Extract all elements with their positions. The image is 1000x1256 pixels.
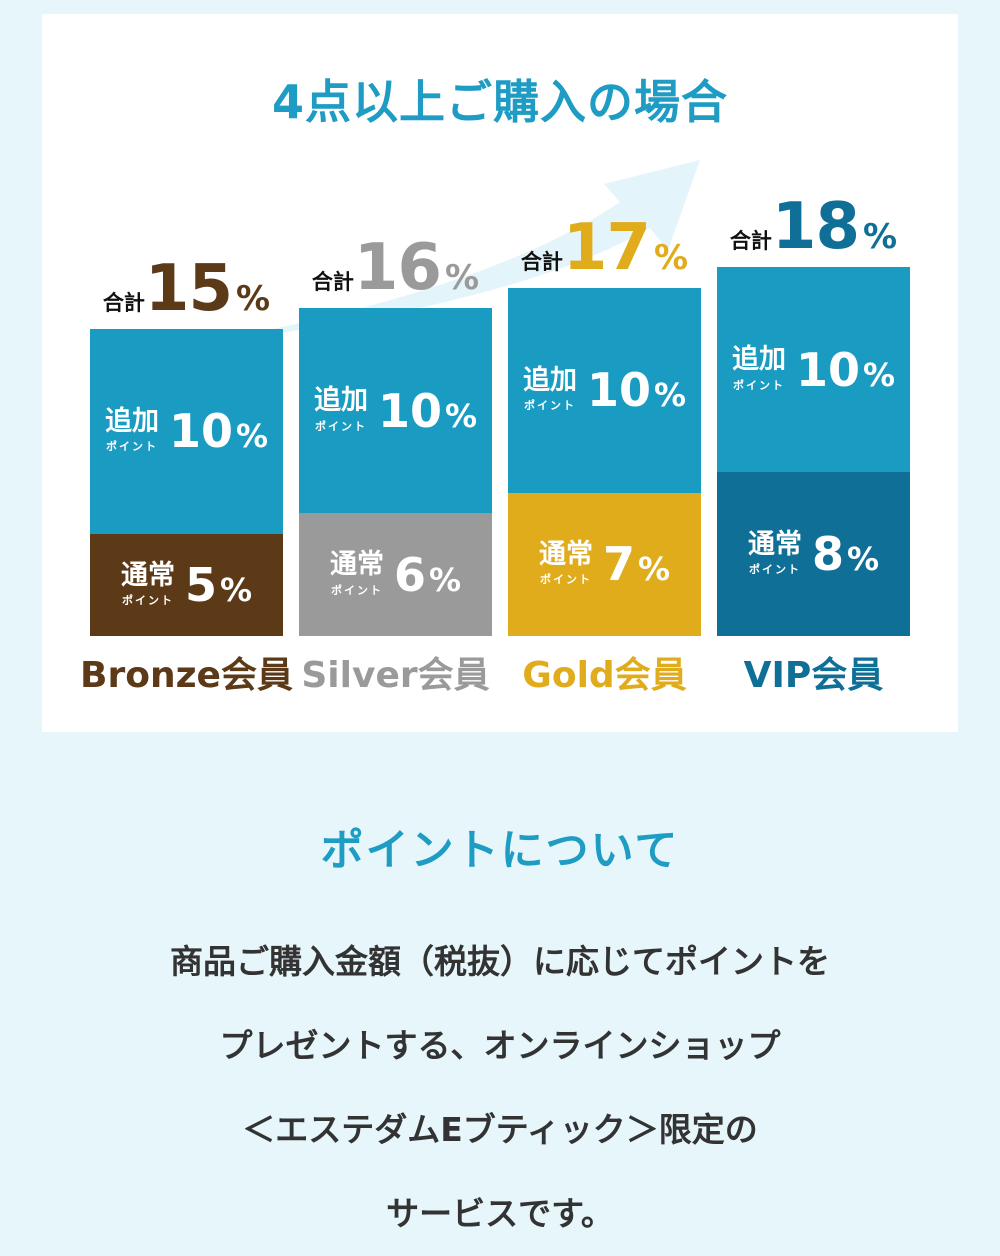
total-prefix: 合計	[520, 249, 563, 274]
bar-segment-extra: 追加 ポイント 10%	[508, 287, 701, 493]
segment-value-number: 6	[393, 547, 426, 602]
total-label: 合計15%	[90, 257, 283, 321]
body-text: 商品ご購入金額（税抜）に応じてポイントを プレゼントする、オンラインショップ ＜…	[0, 920, 1000, 1256]
body-line: プレゼントする、オンラインショップ	[219, 1026, 781, 1065]
segment-value-number: 5	[184, 557, 217, 612]
segment-label: 追加 ポイント	[104, 405, 159, 454]
body-line: ＜エステダムEブティック＞限定の	[242, 1110, 758, 1149]
segment-label-main: 追加	[104, 405, 159, 437]
segment-label-sub: ポイント	[330, 583, 383, 597]
segment-label-main: 通常	[538, 539, 593, 571]
segment-label: 通常 ポイント	[329, 549, 384, 597]
total-unit: %	[235, 278, 271, 319]
segment-value: 10%	[169, 408, 268, 454]
bar-segment-normal: 通常 ポイント 5%	[90, 533, 283, 636]
total-prefix: 合計	[729, 229, 772, 253]
growth-arrow-icon	[190, 160, 700, 345]
segment-value-unit: %	[235, 417, 269, 455]
segment-label-main: 通常	[329, 549, 384, 581]
total-prefix: 合計	[311, 270, 354, 294]
bar-segment-normal: 通常 ポイント 8%	[717, 472, 910, 636]
segment-value-unit: %	[444, 396, 478, 435]
body-line: サービスです。	[386, 1194, 614, 1233]
chart-title: 4点以上ご購入の場合	[271, 75, 728, 129]
segment-value: 10%	[796, 347, 895, 393]
segment-label-sub: ポイント	[523, 399, 576, 413]
bar-segment-normal: 通常 ポイント 7%	[508, 492, 701, 636]
segment-value: 10%	[378, 388, 477, 434]
segment-label-main: 追加	[313, 385, 368, 417]
bar-segment-extra: 追加 ポイント 10%	[90, 328, 283, 534]
segment-label-sub: ポイント	[105, 440, 158, 454]
total-prefix: 合計	[102, 290, 145, 315]
segment-value-unit: %	[653, 376, 687, 414]
segment-label-sub: ポイント	[121, 593, 174, 607]
segment-label-main: 通常	[120, 559, 175, 591]
segment-value: 5%	[185, 562, 252, 608]
tier-column: 合計16% 追加 ポイント 10% 通常 ポイント 6% Silver会員	[299, 0, 492, 700]
segment-label-sub: ポイント	[539, 573, 592, 587]
segment-label-sub: ポイント	[314, 419, 367, 433]
segment-label: 通常 ポイント	[120, 559, 175, 608]
segment-value: 10%	[587, 367, 686, 413]
total-value: 16	[353, 231, 442, 305]
segment-value-number: 10	[586, 363, 651, 417]
segment-value: 8%	[812, 531, 879, 577]
tier-label: Gold会員	[522, 655, 687, 696]
segment-value-number: 8	[811, 527, 844, 581]
total-label: 合計16%	[299, 236, 492, 300]
tier-column: 合計18% 追加 ポイント 10% 通常 ポイント 8% VIP会員	[717, 0, 910, 700]
segment-label-sub: ポイント	[748, 563, 801, 577]
bar-segment-extra: 追加 ポイント 10%	[717, 267, 910, 472]
segment-value-number: 7	[602, 537, 635, 592]
segment-value: 7%	[603, 541, 670, 587]
segment-value-number: 10	[168, 404, 233, 458]
segment-label: 追加 ポイント	[731, 344, 786, 392]
total-value: 18	[771, 190, 860, 264]
total-unit: %	[444, 258, 480, 298]
segment-value-number: 10	[795, 342, 860, 397]
segment-label-sub: ポイント	[732, 378, 785, 392]
tier-column: 合計15% 追加 ポイント 10% 通常 ポイント 5% Bronze会員	[80, 0, 293, 700]
segment-label-main: 通常	[747, 528, 802, 560]
total-unit: %	[862, 217, 898, 257]
segment-value: 6%	[394, 552, 461, 598]
segment-value-unit: %	[637, 550, 671, 589]
segment-label: 通常 ポイント	[538, 539, 593, 587]
segment-value-unit: %	[862, 355, 896, 394]
segment-label: 通常 ポイント	[747, 528, 802, 577]
body-line: 商品ご購入金額（税抜）に応じてポイントを	[170, 942, 830, 981]
bar-segment-extra: 追加 ポイント 10%	[299, 308, 492, 513]
arrow-shape	[190, 160, 700, 345]
segment-value-unit: %	[846, 540, 880, 578]
segment-value-unit: %	[428, 560, 462, 599]
tier-label: VIP会員	[743, 655, 884, 696]
bar-segment-normal: 通常 ポイント 6%	[299, 513, 492, 636]
segment-label: 追加 ポイント	[522, 364, 577, 413]
tier-column: 合計17% 追加 ポイント 10% 通常 ポイント 7% Gold会員	[508, 0, 701, 700]
segment-value-unit: %	[219, 570, 253, 609]
tier-label: Bronze会員	[80, 655, 293, 696]
total-value: 15	[144, 251, 233, 326]
section-title: ポイントについて	[320, 826, 680, 876]
total-unit: %	[653, 237, 689, 278]
segment-label-main: 追加	[522, 364, 577, 396]
segment-label-main: 追加	[731, 344, 786, 376]
segment-label: 追加 ポイント	[313, 385, 368, 433]
tier-label: Silver会員	[301, 655, 490, 696]
total-label: 合計17%	[508, 216, 701, 280]
total-label: 合計18%	[717, 195, 910, 259]
segment-value-number: 10	[377, 383, 442, 438]
total-value: 17	[562, 210, 651, 285]
